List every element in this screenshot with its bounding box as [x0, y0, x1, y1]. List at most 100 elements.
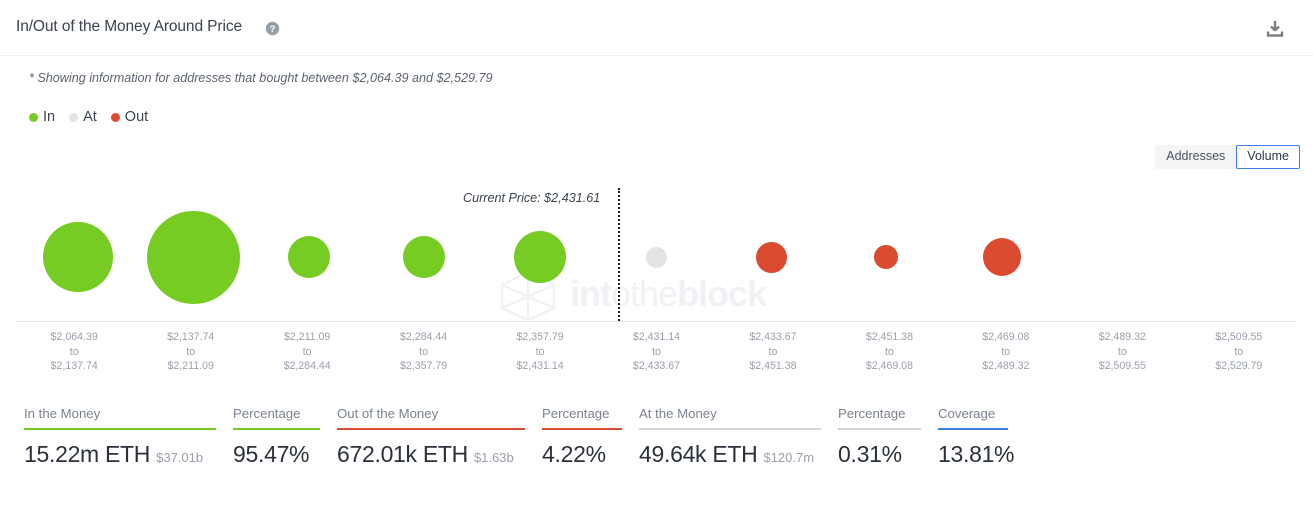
- stat-underline: [639, 428, 821, 430]
- stat-underline: [542, 428, 622, 430]
- tick-line: to: [302, 345, 312, 358]
- stat-value-row: 15.22m ETH $37.01b: [24, 441, 216, 468]
- stat-underline: [838, 428, 921, 430]
- tick-line: $2,451.38: [865, 331, 913, 343]
- bubble-in-3[interactable]: [403, 236, 445, 278]
- legend-label-at: At: [83, 109, 97, 125]
- stat-underline: [337, 428, 525, 430]
- tick-line: $2,489.32: [1098, 331, 1146, 343]
- tick-line: $2,469.08: [982, 331, 1030, 343]
- toggle-addresses-button[interactable]: Addresses: [1155, 145, 1237, 169]
- x-axis-tick-4: $2,357.79 to $2,431.14: [482, 330, 598, 378]
- tick-line: $2,509.55: [1215, 331, 1263, 343]
- stat-label: In the Money: [24, 406, 101, 421]
- tick-line: $2,489.32: [982, 360, 1030, 372]
- stat-subvalue: $1.63b: [473, 450, 514, 465]
- tick-line: $2,284.44: [400, 331, 448, 343]
- chart-legend: In At Out: [29, 109, 162, 125]
- bubble-in-1[interactable]: [146, 210, 240, 304]
- bubble-at-5[interactable]: [645, 246, 667, 268]
- stat-value: 15.22m ETH: [24, 441, 151, 467]
- stat-coverage-6: Coverage 13.81%: [938, 406, 1015, 468]
- stat-label: Percentage: [542, 406, 610, 421]
- stat-underline: [24, 428, 216, 430]
- bubble-in-4[interactable]: [514, 231, 566, 283]
- stat-label: Percentage: [233, 406, 301, 421]
- help-circle-icon[interactable]: ?: [265, 21, 280, 36]
- stat-value-row: 95.47%: [233, 441, 320, 468]
- svg-text:?: ?: [270, 24, 276, 34]
- tick-line: $2,431.14: [516, 360, 564, 372]
- tick-line: $2,451.38: [749, 360, 797, 372]
- x-axis-tick-8: $2,469.08 to $2,489.32: [948, 330, 1064, 378]
- stat-out-of-the-money-2: Out of the Money 672.01k ETH $1.63b: [337, 406, 525, 468]
- stat-percentage-5: Percentage 0.31%: [838, 406, 921, 468]
- stat-in-the-money-0: In the Money 15.22m ETH $37.01b: [24, 406, 216, 468]
- card-header: In/Out of the Money Around Price ?: [0, 0, 1313, 56]
- tick-line: $2,433.67: [749, 331, 797, 343]
- tick-line: to: [1234, 345, 1244, 358]
- page-title: In/Out of the Money Around Price: [16, 18, 242, 35]
- x-axis-tick-9: $2,489.32 to $2,509.55: [1064, 330, 1180, 378]
- legend-item-out[interactable]: Out: [110, 109, 148, 125]
- tick-line: $2,357.79: [516, 331, 564, 343]
- stat-subvalue: $120.7m: [763, 450, 815, 465]
- tick-line: $2,529.79: [1215, 360, 1263, 372]
- stat-at-the-money-4: At the Money 49.64k ETH $120.7m: [639, 406, 821, 468]
- download-icon[interactable]: [1265, 19, 1285, 39]
- tick-line: to: [768, 345, 778, 358]
- tick-line: $2,431.14: [632, 331, 681, 343]
- tick-line: $2,064.39: [50, 331, 98, 343]
- x-axis-tick-7: $2,451.38 to $2,469.08: [831, 330, 947, 378]
- tick-line: $2,284.44: [283, 360, 331, 372]
- bubble-out-8[interactable]: [983, 238, 1021, 276]
- tick-line: $2,211.09: [167, 360, 214, 372]
- metric-toggle-group: Addresses Volume: [1155, 145, 1300, 169]
- x-axis-tick-10: $2,509.55 to $2,529.79: [1181, 330, 1297, 378]
- x-axis-tick-3: $2,284.44 to $2,357.79: [365, 330, 481, 378]
- x-axis-tick-6: $2,433.67 to $2,451.38: [715, 330, 831, 378]
- legend-item-at[interactable]: At: [69, 109, 97, 125]
- x-axis-tick-2: $2,211.09 to $2,284.44: [249, 330, 365, 378]
- tick-line: $2,211.09: [283, 331, 331, 343]
- toggle-volume-button[interactable]: Volume: [1236, 145, 1300, 169]
- x-axis-tick-0: $2,064.39 to $2,137.74: [16, 330, 132, 378]
- svg-text:intotheblock: intotheblock: [570, 273, 768, 314]
- tick-line: $2,357.79: [400, 360, 448, 372]
- stat-value: 4.22%: [542, 441, 606, 467]
- stat-value-row: 49.64k ETH $120.7m: [639, 441, 821, 468]
- x-axis-tick-labels: $2,064.39 to $2,137.74 $2,137.74 to $2,211.09…: [16, 330, 1297, 378]
- bubble-in-2[interactable]: [288, 236, 330, 278]
- legend-dot-at-icon: [69, 112, 79, 122]
- stat-subvalue: $37.01b: [156, 450, 204, 465]
- bubble-out-7[interactable]: [874, 245, 898, 269]
- stat-value: 49.64k ETH: [639, 441, 758, 467]
- x-axis-tick-5: $2,431.14 to $2,433.67: [598, 330, 714, 378]
- chart-subtitle: * Showing information for addresses that…: [29, 71, 493, 85]
- legend-item-in[interactable]: In: [29, 109, 55, 125]
- legend-label-in: In: [43, 109, 56, 125]
- stat-percentage-3: Percentage 4.22%: [542, 406, 622, 468]
- stat-label: Out of the Money: [337, 406, 439, 421]
- stat-value-row: 672.01k ETH $1.63b: [337, 441, 525, 468]
- tick-line: to: [535, 345, 545, 358]
- tick-line: $2,137.74: [167, 331, 215, 343]
- stat-label: Percentage: [838, 406, 906, 421]
- bubble-in-0[interactable]: [43, 222, 113, 292]
- tick-line: $2,509.55: [1098, 360, 1146, 372]
- tick-line: to: [884, 345, 894, 358]
- tick-line: $2,137.74: [50, 360, 98, 372]
- tick-line: to: [652, 345, 661, 358]
- tick-line: to: [1001, 345, 1011, 358]
- stat-value: 13.81%: [938, 441, 1015, 467]
- x-axis-tick-1: $2,137.74 to $2,211.09: [132, 330, 248, 378]
- stat-value-row: 4.22%: [542, 441, 622, 468]
- stat-underline: [938, 428, 1008, 430]
- summary-stats-row: In the Money 15.22m ETH $37.01b Percentage 9…: [24, 406, 1294, 468]
- stat-label: Coverage: [938, 406, 996, 421]
- bubble-out-6[interactable]: [755, 241, 787, 273]
- tick-line: $2,469.08: [865, 360, 913, 372]
- legend-dot-out-icon: [110, 112, 120, 122]
- current-price-label: Current Price: $2,431.61: [463, 191, 601, 205]
